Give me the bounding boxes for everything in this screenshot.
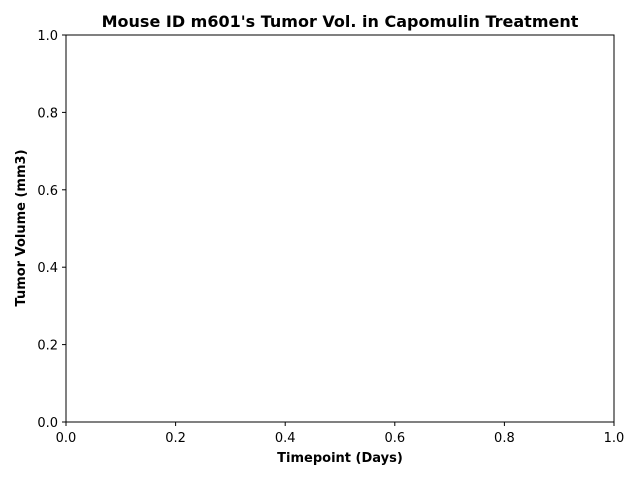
chart-title: Mouse ID m601's Tumor Vol. in Capomulin …: [102, 12, 579, 31]
y-tick-label: 0.2: [37, 339, 58, 354]
y-tick-label: 0.4: [37, 261, 58, 276]
x-tick-label: 0.0: [56, 431, 77, 446]
plot-area: [65, 34, 615, 423]
x-tick-label: 0.8: [494, 431, 515, 446]
y-tick-label: 1.0: [37, 29, 58, 44]
y-tick-label: 0.6: [37, 184, 58, 199]
y-tick-label: 0.0: [37, 416, 58, 431]
x-axis-label: Timepoint (Days): [277, 451, 403, 466]
x-tick-label: 0.2: [165, 431, 186, 446]
plot-frame: [65, 34, 615, 423]
y-axis-label: Tumor Volume (mm3): [14, 149, 29, 306]
y-axis-ticks: 0.0 0.2 0.4 0.6 0.8 1.0: [37, 29, 66, 431]
x-axis-ticks: 0.0 0.2 0.4 0.6 0.8 1.0: [56, 422, 625, 446]
x-tick-label: 0.6: [384, 431, 405, 446]
x-tick-label: 1.0: [604, 431, 625, 446]
y-tick-label: 0.8: [37, 106, 58, 121]
x-tick-label: 0.4: [275, 431, 296, 446]
